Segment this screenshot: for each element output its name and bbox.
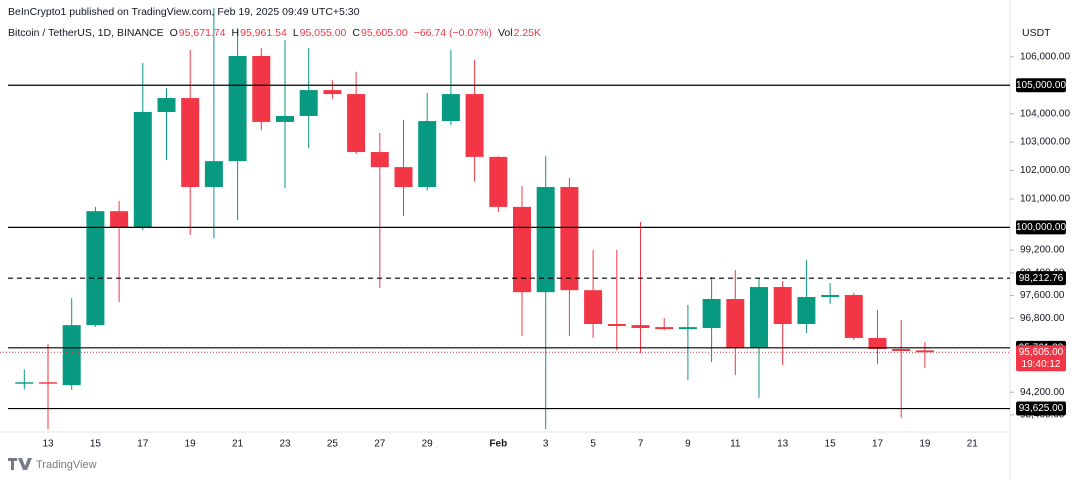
last-price-box bbox=[1016, 345, 1066, 372]
level-box bbox=[1016, 78, 1066, 93]
candle-body bbox=[631, 325, 650, 328]
candle-body bbox=[513, 206, 531, 293]
x-tick-label: 23 bbox=[279, 439, 291, 450]
candle-body bbox=[489, 156, 508, 207]
candle-body bbox=[750, 287, 768, 349]
x-tick-label: 17 bbox=[872, 439, 884, 450]
ohlc-key: H bbox=[232, 27, 240, 39]
countdown: 19:40:12 bbox=[1022, 359, 1061, 370]
candle-body bbox=[915, 350, 934, 353]
ohlc-key: C bbox=[352, 27, 360, 39]
x-tick-label: 3 bbox=[543, 439, 549, 450]
candle-body bbox=[276, 115, 294, 122]
ohlc-key: L bbox=[293, 27, 299, 39]
candle-body bbox=[418, 121, 437, 188]
level-box bbox=[1016, 271, 1066, 286]
x-tick-label: 27 bbox=[374, 439, 386, 450]
candle-body bbox=[797, 297, 816, 324]
candle-body bbox=[370, 152, 389, 168]
y-tick-label: 96,800.00 bbox=[1020, 313, 1065, 324]
plot-area bbox=[15, 7, 934, 430]
candle-body bbox=[702, 298, 721, 328]
candle-body bbox=[726, 298, 745, 349]
candle-body bbox=[157, 98, 176, 112]
x-tick-label: 15 bbox=[90, 439, 102, 450]
x-tick-label: 29 bbox=[422, 439, 434, 450]
x-tick-label: 7 bbox=[638, 439, 644, 450]
ohlc-value: 95,055.00 bbox=[300, 27, 347, 39]
x-tick-label: 19 bbox=[185, 439, 197, 450]
candle-body bbox=[678, 327, 697, 330]
volume: 2.25K bbox=[514, 27, 541, 39]
level-label: 100,000.00 bbox=[1016, 222, 1066, 233]
x-tick-label: 21 bbox=[967, 439, 979, 450]
candle-body bbox=[204, 161, 223, 188]
x-tick-label: 25 bbox=[327, 439, 339, 450]
candle-body bbox=[773, 287, 792, 324]
candle-body bbox=[607, 324, 626, 326]
change: −66.74 (−0.07%) bbox=[414, 27, 492, 39]
y-tick-label: 97,600.00 bbox=[1020, 290, 1065, 301]
last-price-label: 95,605.00 bbox=[1019, 347, 1064, 358]
x-tick-label: 19 bbox=[919, 439, 931, 450]
level-label: 93,625.00 bbox=[1019, 403, 1064, 414]
x-tick-label: 17 bbox=[137, 439, 149, 450]
candle-body bbox=[655, 327, 674, 330]
candle-body bbox=[323, 90, 342, 95]
candle-body bbox=[86, 211, 105, 326]
currency: USDT bbox=[1022, 27, 1051, 39]
level-label: 98,212.76 bbox=[1019, 273, 1064, 284]
x-tick-label: 5 bbox=[590, 439, 596, 450]
x-tick-label: 15 bbox=[825, 439, 837, 450]
x-tick-label: Feb bbox=[489, 439, 507, 450]
x-tick-label: 13 bbox=[777, 439, 789, 450]
ohlc-value: 95,605.00 bbox=[361, 27, 408, 39]
candle-body bbox=[181, 98, 200, 188]
watermark: TradingView bbox=[8, 458, 97, 471]
y-tick-label: 94,200.00 bbox=[1020, 387, 1065, 398]
candle-body bbox=[560, 187, 579, 291]
level-box bbox=[1016, 220, 1066, 235]
y-tick-label: 104,000.00 bbox=[1020, 108, 1070, 119]
candle-body bbox=[299, 90, 318, 116]
candle-body bbox=[441, 94, 460, 122]
symbol: Bitcoin / TetherUS, 1D, BINANCE bbox=[8, 27, 164, 39]
volume-key: Vol bbox=[498, 27, 513, 39]
candle-body bbox=[347, 94, 366, 153]
candle-body bbox=[62, 325, 81, 386]
candle-body bbox=[228, 55, 247, 162]
ohlc-key: O bbox=[170, 27, 178, 39]
y-tick-label: 103,000.00 bbox=[1020, 137, 1070, 148]
level-box bbox=[1016, 401, 1066, 416]
candle-body bbox=[39, 382, 57, 384]
level-label: 105,000.00 bbox=[1016, 80, 1066, 91]
candle-body bbox=[892, 349, 911, 351]
candle-body bbox=[844, 295, 863, 338]
x-tick-label: 9 bbox=[685, 439, 691, 450]
candle-body bbox=[252, 55, 271, 122]
candle-body bbox=[536, 187, 555, 293]
y-tick-label: 102,000.00 bbox=[1020, 165, 1070, 176]
watermark-text: TradingView bbox=[36, 459, 97, 471]
watermark-logo bbox=[8, 458, 32, 470]
candle-body bbox=[110, 211, 129, 228]
y-tick-label: 99,200.00 bbox=[1020, 245, 1065, 256]
y-tick-label: 101,000.00 bbox=[1020, 194, 1070, 205]
ohlc-value: 95,671.74 bbox=[179, 27, 226, 39]
ohlc-value: 95,961.54 bbox=[240, 27, 287, 39]
candle-body bbox=[868, 337, 887, 350]
x-tick-label: 21 bbox=[232, 439, 244, 450]
candle-body bbox=[821, 295, 840, 297]
candle-body bbox=[394, 167, 413, 188]
candle-body bbox=[15, 382, 34, 384]
candle-body bbox=[133, 111, 152, 228]
published-line: BeInCrypto1 published on TradingView.com… bbox=[8, 6, 360, 18]
x-tick-label: 11 bbox=[730, 439, 741, 450]
y-tick-label: 106,000.00 bbox=[1020, 51, 1070, 62]
candle-body bbox=[465, 94, 484, 157]
candle-body bbox=[584, 290, 603, 324]
x-tick-label: 13 bbox=[42, 439, 54, 450]
